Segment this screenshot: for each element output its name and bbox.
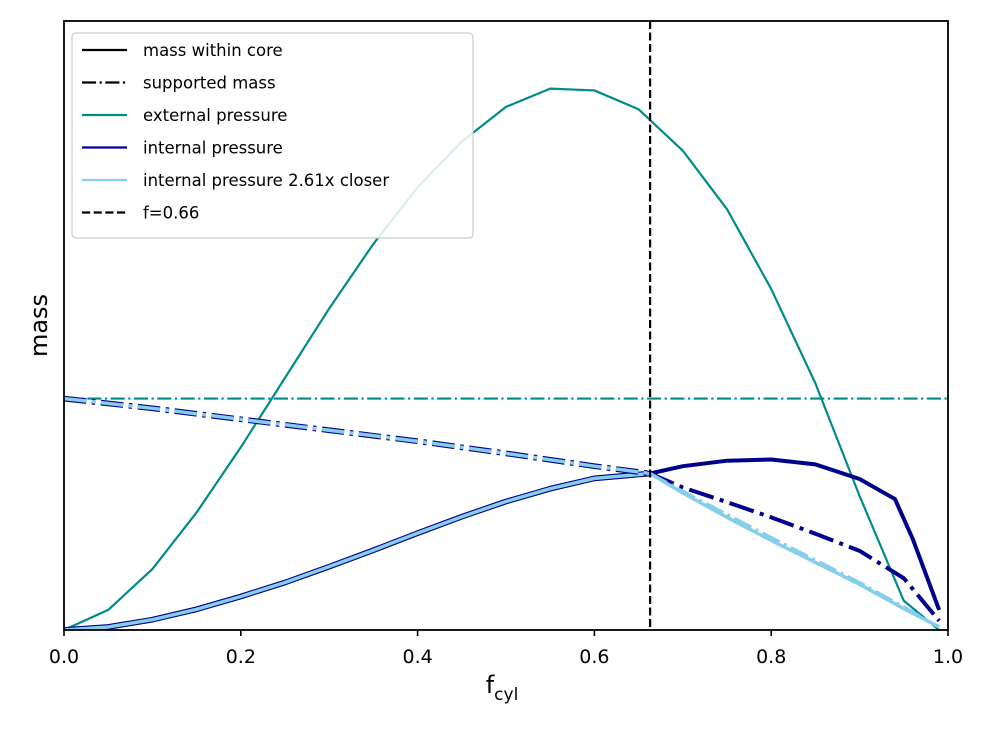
legend: mass within core supported mass external p…: [71, 32, 474, 239]
series-5-internal-pressure-2-61x-closer-supported-mass: [649, 472, 940, 629]
legend-label-0: mass within core: [143, 41, 283, 60]
series-0-external-pressure-mass-within-core: [64, 87, 940, 630]
series-2-internal-pressure-mass-within-core: [649, 457, 942, 611]
x-axis-label-subscript: cyl: [494, 685, 518, 705]
legend-label-5: f=0.66: [143, 204, 199, 223]
x-tick-label: 0.0: [49, 646, 79, 668]
x-axis-label: fcyl: [486, 671, 519, 705]
x-tick-label: 0.8: [756, 646, 786, 668]
x-axis-ticks: 0.0 0.2 0.4 0.6 0.8 1.0: [49, 630, 963, 668]
series-6-mass-within-core-rising-f-0-66: [64, 471, 651, 630]
legend-label-4: internal pressure 2.61x closer: [143, 171, 389, 190]
legend-box: [71, 32, 474, 239]
x-tick-label: 0.4: [402, 646, 432, 668]
legend-label-1: supported mass: [143, 74, 276, 93]
x-tick-label: 1.0: [933, 646, 963, 668]
series-4-internal-pressure-2-61x-closer-mass-within-core: [649, 471, 940, 629]
plot-area: [64, 87, 948, 630]
axes-frame: [63, 20, 949, 631]
x-tick-label: 0.2: [226, 646, 256, 668]
x-tick-label: 0.6: [579, 646, 609, 668]
series-7-supported-mass-declining-f-0-66: [64, 396, 651, 476]
y-axis-label: mass: [25, 294, 53, 357]
series-3-internal-pressure-supported-mass: [649, 471, 941, 623]
x-axis-label-main: f: [486, 671, 495, 699]
legend-label-3: internal pressure: [143, 139, 283, 158]
legend-label-2: external pressure: [143, 106, 287, 125]
